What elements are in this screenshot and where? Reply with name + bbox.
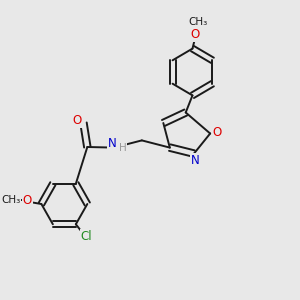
Text: O: O	[213, 126, 222, 139]
Text: H: H	[119, 143, 127, 153]
Text: N: N	[190, 154, 199, 167]
Text: O: O	[190, 28, 200, 41]
Text: CH₃: CH₃	[188, 17, 207, 27]
Text: O: O	[72, 114, 82, 127]
Text: CH₃: CH₃	[1, 195, 20, 206]
Text: O: O	[22, 194, 32, 207]
Text: N: N	[108, 137, 117, 150]
Text: Cl: Cl	[81, 230, 92, 243]
